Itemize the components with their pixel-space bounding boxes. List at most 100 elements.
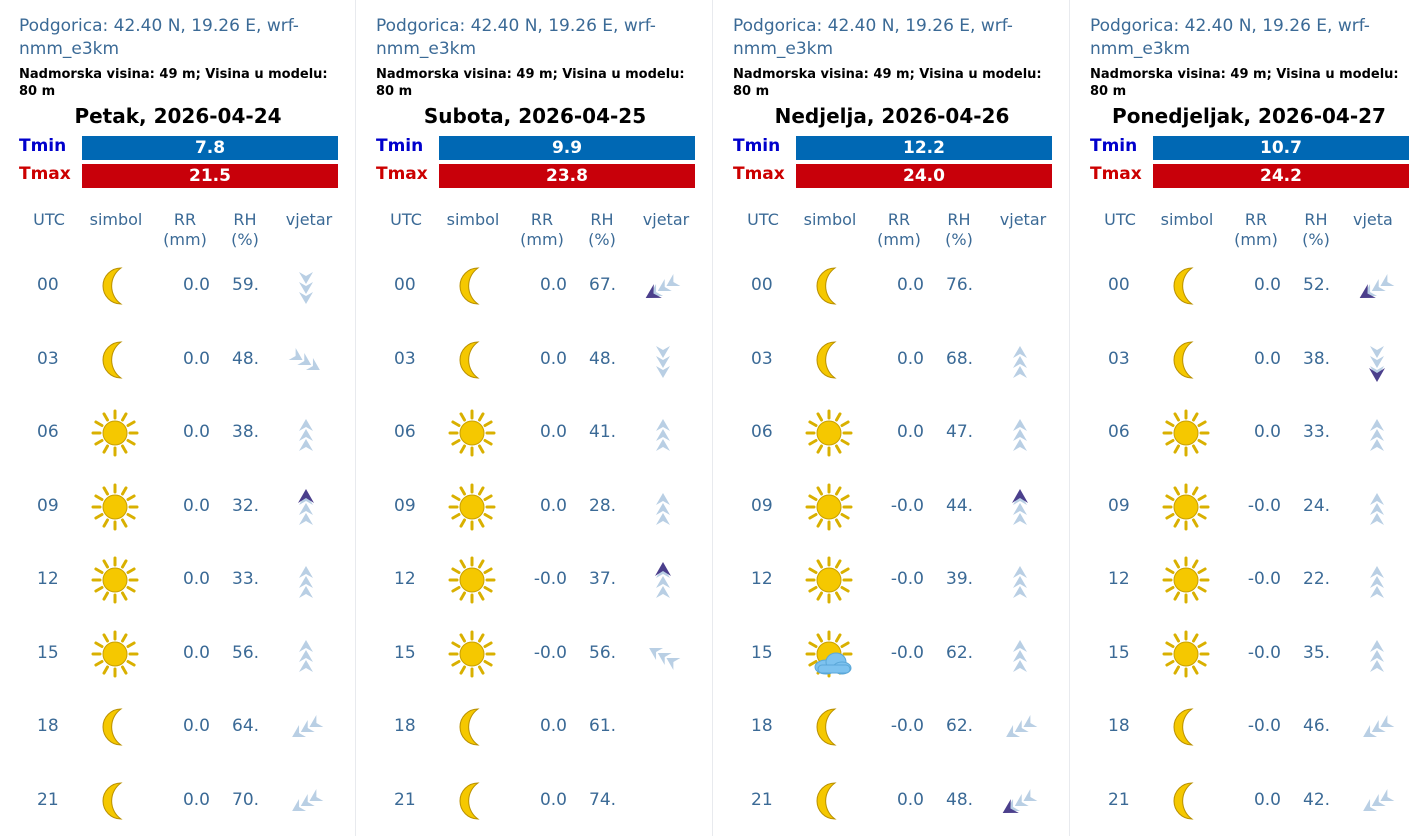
header-wind: vjetar: [642, 210, 690, 229]
precipitation-value: -0.0: [1247, 642, 1281, 663]
sun-icon: [447, 408, 497, 458]
wind-arrow-icon: [994, 705, 1046, 753]
precipitation-value: -0.0: [533, 569, 567, 589]
forecast-row: 21 0.0 42.: [1071, 771, 1415, 831]
forecast-row: 03 0.0 38.: [1071, 330, 1415, 390]
day-panel: Podgorica: 42.40 N, 19.26 E, wrf-nmm_e3k…: [714, 0, 1070, 836]
humidity-value: 68.: [946, 348, 974, 369]
sun-icon: [1161, 482, 1211, 532]
moon-icon: [804, 702, 854, 752]
humidity-value: 76.: [946, 275, 974, 295]
humidity-value: 52.: [1303, 275, 1331, 295]
tmax-label: Tmax: [1090, 164, 1142, 184]
utc-hour: 12: [1108, 569, 1130, 589]
precipitation-value: -0.0: [1247, 495, 1281, 516]
header-rh-line2: (%): [945, 230, 973, 249]
utc-hour: 06: [37, 422, 59, 442]
header-utc: UTC: [390, 210, 422, 229]
precipitation-value: 0.0: [182, 716, 210, 736]
header-rr-line1: RR: [173, 210, 197, 229]
wind-arrow-icon: [1351, 779, 1403, 827]
moon-icon: [804, 335, 854, 385]
forecast-row: 15 0.0 56.: [0, 624, 356, 684]
forecast-row: 00 0.0 52.: [1071, 256, 1415, 316]
utc-hour: 12: [37, 569, 59, 589]
humidity-value: 22.: [1303, 569, 1331, 589]
header-rr-line1: RR: [1244, 210, 1268, 229]
tmax-value: 23.8: [439, 164, 695, 188]
forecast-row: 00 0.0 76.: [714, 256, 1070, 316]
panel-divider: [1069, 0, 1070, 836]
elevation-info: Nadmorska visina: 49 m; Visina u modelu:…: [733, 67, 1042, 99]
wind-arrow-icon: [1351, 411, 1403, 459]
sun-icon: [1161, 629, 1211, 679]
utc-hour: 03: [37, 348, 59, 369]
forecast-row: 06 0.0 38.: [0, 403, 356, 463]
humidity-value: 62.: [946, 716, 974, 736]
utc-hour: 00: [394, 275, 416, 295]
header-rr-line2: (mm): [1234, 230, 1278, 249]
utc-hour: 09: [394, 495, 416, 516]
precipitation-value: 0.0: [539, 348, 567, 369]
header-rh-line1: RH: [1304, 210, 1328, 229]
header-rr: RR (mm): [511, 210, 573, 250]
header-rr-line2: (mm): [520, 230, 564, 249]
precipitation-value: -0.0: [1247, 569, 1281, 589]
precipitation-value: 0.0: [182, 495, 210, 516]
sun-icon: [90, 629, 140, 679]
humidity-value: 47.: [946, 422, 974, 442]
precipitation-value: 0.0: [182, 569, 210, 589]
utc-hour: 18: [37, 716, 59, 736]
moon-icon: [447, 776, 497, 826]
header-utc: UTC: [1104, 210, 1136, 229]
forecast-row: 18 0.0 64.: [0, 697, 356, 757]
humidity-value: 32.: [232, 495, 260, 516]
utc-hour: 00: [1108, 275, 1130, 295]
header-rh-line1: RH: [233, 210, 257, 229]
header-rh-line1: RH: [590, 210, 614, 229]
wind-arrow-icon: [1351, 632, 1403, 680]
header-rr-line2: (mm): [163, 230, 207, 249]
sun-icon: [90, 482, 140, 532]
precipitation-value: 0.0: [1253, 422, 1281, 442]
elevation-info: Nadmorska visina: 49 m; Visina u modelu:…: [376, 67, 685, 99]
elevation-info: Nadmorska visina: 49 m; Visina u modelu:…: [19, 67, 328, 99]
tmax-value: 24.2: [1153, 164, 1409, 188]
tmin-value: 9.9: [439, 136, 695, 160]
wind-arrow-icon: [280, 779, 332, 827]
wind-arrow-icon: [637, 338, 689, 386]
precipitation-value: 0.0: [182, 789, 210, 810]
moon-icon: [90, 776, 140, 826]
wind-arrow-icon: [994, 411, 1046, 459]
precipitation-value: 0.0: [1253, 275, 1281, 295]
tmin-value: 10.7: [1153, 136, 1409, 160]
humidity-value: 44.: [946, 495, 974, 516]
forecast-row: 15 -0.0 35.: [1071, 624, 1415, 684]
humidity-value: 35.: [1303, 642, 1331, 663]
forecast-row: 09 0.0 28.: [357, 477, 713, 537]
utc-hour: 00: [37, 275, 59, 295]
location-title: Podgorica: 42.40 N, 19.26 E, wrf-nmm_e3k…: [1090, 16, 1370, 59]
header-symbol: simbol: [89, 210, 143, 229]
location-title: Podgorica: 42.40 N, 19.26 E, wrf-nmm_e3k…: [19, 16, 299, 59]
humidity-value: 56.: [589, 642, 617, 663]
wind-arrow-icon: [280, 632, 332, 680]
humidity-value: 39.: [946, 569, 974, 589]
elevation-info: Nadmorska visina: 49 m; Visina u modelu:…: [1090, 67, 1399, 99]
header-rr: RR (mm): [1225, 210, 1287, 250]
forecast-row: 09 -0.0 44.: [714, 477, 1070, 537]
moon-icon: [1161, 776, 1211, 826]
precipitation-value: -0.0: [1247, 716, 1281, 736]
utc-hour: 06: [751, 422, 773, 442]
sun-cloud-icon: [804, 629, 854, 679]
humidity-value: 48.: [946, 789, 974, 810]
utc-hour: 21: [751, 789, 773, 810]
moon-icon: [447, 261, 497, 311]
tmin-value: 7.8: [82, 136, 338, 160]
sun-icon: [1161, 555, 1211, 605]
tmax-value: 24.0: [796, 164, 1052, 188]
humidity-value: 74.: [589, 789, 617, 810]
humidity-value: 70.: [232, 789, 260, 810]
forecast-row: 06 0.0 47.: [714, 403, 1070, 463]
forecast-row: 12 -0.0 39.: [714, 550, 1070, 610]
